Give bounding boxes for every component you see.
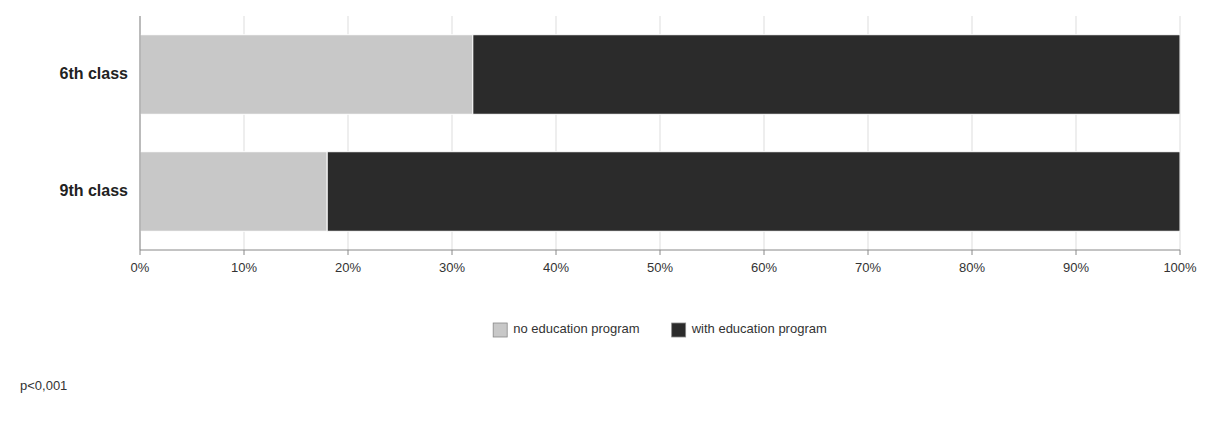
annotation: p<0,001 — [20, 378, 67, 393]
grid-line — [140, 16, 141, 250]
chart: 0% 10% 20% 30% 40% 50% 60% 70% 80% 90% 100% 6th cla… — [0, 0, 1208, 428]
legend: no education program with education progr… — [493, 321, 827, 337]
x-tick-label: 80% — [959, 260, 985, 275]
x-tick-label: 60% — [751, 260, 777, 275]
x-tick — [556, 250, 557, 255]
x-tick — [868, 250, 869, 255]
x-tick-label: 90% — [1063, 260, 1089, 275]
x-tick — [1076, 250, 1077, 255]
bar — [140, 35, 473, 115]
legend-swatch — [672, 323, 686, 337]
x-tick — [660, 250, 661, 255]
y-axis-line — [140, 16, 141, 250]
x-tick — [452, 250, 453, 255]
page: {"chart_data": {"type": "bar", "orientat… — [0, 0, 1208, 428]
x-tick — [972, 250, 973, 255]
x-tick-label: 100% — [1163, 260, 1197, 275]
x-tick-label: 30% — [439, 260, 465, 275]
x-tick-label: 40% — [543, 260, 569, 275]
x-tick-label: 10% — [231, 260, 257, 275]
legend-label: no education program — [513, 321, 639, 336]
x-tick — [244, 250, 245, 255]
bar — [140, 152, 327, 232]
x-tick-label: 50% — [647, 260, 673, 275]
x-tick-label: 20% — [335, 260, 361, 275]
x-tick — [348, 250, 349, 255]
x-tick-label: 70% — [855, 260, 881, 275]
category-label: 6th class — [60, 65, 129, 82]
x-tick — [764, 250, 765, 255]
x-tick — [140, 250, 141, 255]
x-tick-label: 0% — [131, 260, 150, 275]
x-axis: 0% 10% 20% 30% 40% 50% 60% 70% 80% 90% 100% — [131, 250, 1197, 275]
legend-label: with education program — [691, 321, 827, 336]
bar — [327, 152, 1180, 232]
legend-swatch — [493, 323, 507, 337]
y-axis: 6th class 9th class — [60, 65, 129, 199]
grid — [140, 16, 1180, 250]
bars — [140, 35, 1180, 232]
category-label: 9th class — [60, 182, 129, 199]
bar — [473, 35, 1180, 115]
x-tick — [1180, 250, 1181, 255]
